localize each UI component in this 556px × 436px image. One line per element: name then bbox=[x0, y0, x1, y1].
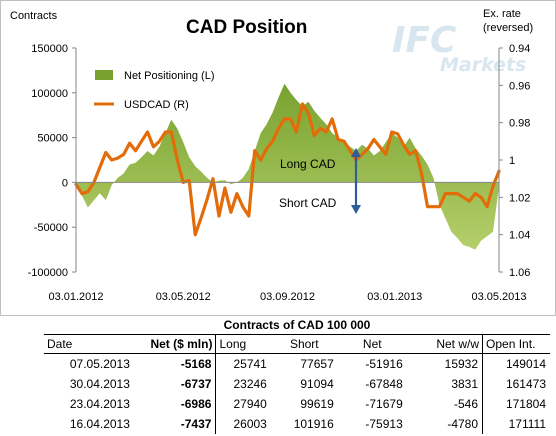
cad-position-chart: IFC Markets 150000 100000 50000 0 -50000 -100… bbox=[10, 8, 533, 303]
cell-short: 77657 bbox=[300, 357, 334, 371]
long-cad-label: Long CAD bbox=[280, 157, 336, 171]
cell-net-mln: -6737 bbox=[180, 377, 212, 391]
cell-date: 30.04.2013 bbox=[69, 377, 130, 391]
right-tick-label: 0.94 bbox=[509, 43, 530, 55]
cell-date: 23.04.2013 bbox=[69, 397, 130, 411]
cell-short: 101916 bbox=[293, 417, 334, 431]
table-row: 07.05.2013 -5168 25741 77657 -51916 15932 1490… bbox=[44, 353, 550, 374]
left-tick-label: 0 bbox=[62, 177, 68, 189]
header-open-int: Open Int. bbox=[482, 334, 550, 354]
usdcad-line bbox=[74, 102, 501, 237]
left-tick-label: 100000 bbox=[31, 88, 68, 100]
left-tick-label: -100000 bbox=[28, 267, 68, 279]
cell-date: 16.04.2013 bbox=[69, 417, 130, 431]
svg-text:Markets: Markets bbox=[440, 54, 526, 76]
cell-long: 26003 bbox=[215, 414, 271, 434]
right-tick-label: 0.96 bbox=[509, 80, 530, 92]
cell-net-ww: 3831 bbox=[451, 377, 479, 391]
header-date: Date bbox=[44, 334, 134, 354]
ifc-markets-watermark: IFC Markets bbox=[392, 20, 526, 76]
x-tick-label: 03.01.2012 bbox=[48, 291, 103, 303]
header-short: Short bbox=[270, 334, 338, 354]
right-tick-label: 1.02 bbox=[509, 192, 530, 204]
cell-net-ww: 15932 bbox=[444, 357, 479, 371]
arrow-up-icon bbox=[351, 148, 361, 157]
cell-short: 91094 bbox=[300, 377, 334, 391]
cell-long: 27940 bbox=[215, 394, 271, 414]
cell-net-mln: -6986 bbox=[180, 397, 212, 411]
short-cad-label: Short CAD bbox=[279, 196, 337, 210]
table-row: 30.04.2013 -6737 23246 91094 -67848 3831 16147… bbox=[44, 374, 550, 394]
chart-axes: 150000 100000 50000 0 -50000 -100000 0.94 0.96 0… bbox=[28, 43, 531, 303]
left-tick-label: 50000 bbox=[37, 133, 68, 145]
left-axis-label: Contracts bbox=[10, 10, 58, 22]
right-axis-label-line2: (reversed) bbox=[483, 22, 533, 34]
contracts-table: Date Net ($ mln) Long Short Net Net w/w … bbox=[44, 334, 550, 434]
table-row: 16.04.2013 -7437 26003 101916 -75913 -4780 171… bbox=[44, 414, 550, 434]
long-short-annotation: Long CAD Short CAD bbox=[279, 148, 361, 214]
header-net: Net bbox=[337, 334, 407, 354]
right-tick-label: 1.04 bbox=[509, 230, 530, 242]
x-tick-label: 03.09.2012 bbox=[260, 291, 315, 303]
table-row: 23.04.2013 -6986 27940 99619 -71679 -546 17180… bbox=[44, 394, 550, 414]
left-tick-label: -50000 bbox=[34, 222, 68, 234]
cell-net: -75913 bbox=[365, 417, 403, 431]
legend-swatch-net-positioning bbox=[95, 70, 113, 80]
contracts-table-section: Contracts of CAD 100 000 Date Net ($ mln… bbox=[44, 316, 550, 434]
table-header-row: Date Net ($ mln) Long Short Net Net w/w … bbox=[44, 334, 550, 354]
right-tick-label: 0.98 bbox=[509, 118, 530, 130]
cell-net: -71679 bbox=[365, 397, 403, 411]
cell-long: 25741 bbox=[215, 353, 271, 374]
arrow-down-icon bbox=[351, 205, 361, 214]
svg-text:IFC: IFC bbox=[392, 20, 457, 61]
right-tick-label: 1 bbox=[509, 155, 515, 167]
cell-open-int: 171804 bbox=[482, 394, 550, 414]
right-axis-label-line1: Ex. rate bbox=[483, 8, 521, 20]
cell-net: -51916 bbox=[365, 357, 403, 371]
table-title: Contracts of CAD 100 000 bbox=[223, 318, 371, 332]
legend-label-usdcad: USDCAD (R) bbox=[124, 99, 189, 111]
usdcad-line-series bbox=[74, 102, 501, 237]
cell-net-ww: -546 bbox=[454, 397, 479, 411]
left-tick-label: 150000 bbox=[31, 43, 68, 55]
header-net-mln: Net ($ mln) bbox=[133, 334, 216, 354]
legend-label-net-positioning: Net Positioning (L) bbox=[124, 70, 215, 82]
chart-title: CAD Position bbox=[186, 17, 307, 38]
header-long: Long bbox=[215, 334, 271, 354]
x-tick-label: 03.05.2012 bbox=[156, 291, 211, 303]
cell-long: 23246 bbox=[215, 374, 271, 394]
cell-net-ww: -4780 bbox=[447, 417, 479, 431]
cell-open-int: 161473 bbox=[482, 374, 550, 394]
x-tick-label: 03.05.2013 bbox=[471, 291, 526, 303]
cell-net-mln: -5168 bbox=[180, 357, 212, 371]
cell-open-int: 171111 bbox=[482, 414, 550, 434]
x-tick-label: 03.01.2013 bbox=[367, 291, 422, 303]
net-positioning-area bbox=[76, 83, 499, 250]
cell-net: -67848 bbox=[365, 377, 403, 391]
cell-short: 99619 bbox=[300, 397, 334, 411]
cell-net-mln: -7437 bbox=[180, 417, 212, 431]
cell-date: 07.05.2013 bbox=[69, 357, 130, 371]
chart-legend: Net Positioning (L) USDCAD (R) bbox=[94, 70, 215, 111]
net-positioning-area-series bbox=[76, 83, 499, 250]
right-tick-label: 1.06 bbox=[509, 267, 530, 279]
header-net-ww: Net w/w bbox=[406, 334, 483, 354]
cell-open-int: 149014 bbox=[482, 353, 550, 374]
